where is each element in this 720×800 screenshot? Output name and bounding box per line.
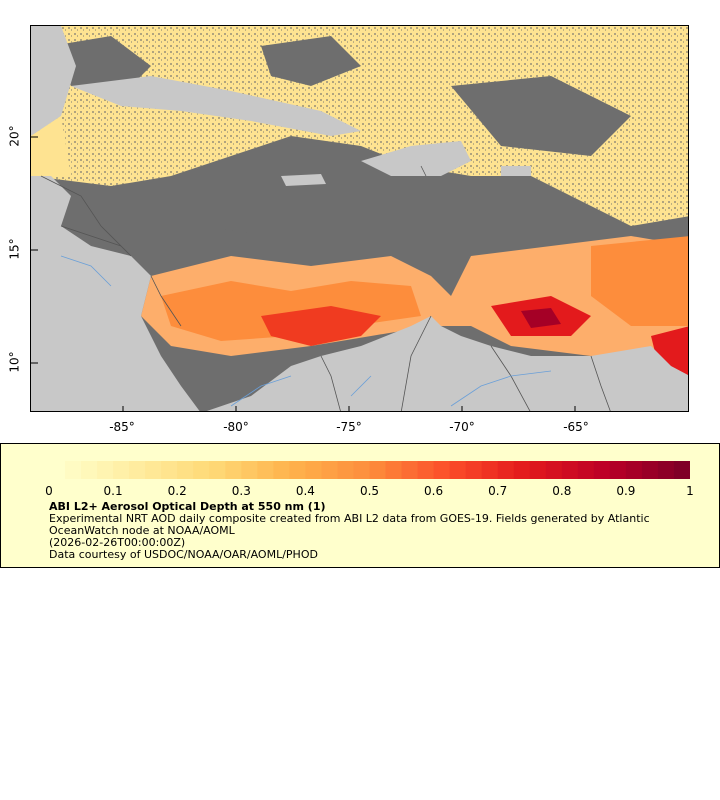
lon-gridticks [122, 406, 576, 411]
lon-tick-label: -80° [223, 420, 249, 434]
colorbar-tick-label: 0.7 [488, 484, 508, 498]
lon-tick-label: -75° [336, 420, 362, 434]
colorbar-segment [225, 461, 242, 479]
cloud-gap-4 [391, 176, 491, 266]
colorbar-segment [641, 461, 659, 479]
colorbar-segment [449, 461, 467, 479]
colorbar-segment [497, 461, 515, 479]
colorbar-segment [513, 461, 531, 479]
colorbar [49, 461, 690, 479]
land-hispaniola [361, 141, 471, 176]
colorbar-segment [273, 461, 290, 479]
colorbar-segment [657, 461, 675, 479]
colorbar-segment [529, 461, 547, 479]
legend-title: ABI L2+ Aerosol Optical Depth at 550 nm … [49, 500, 326, 513]
land-puerto-rico [501, 166, 531, 176]
legend-text: ABI L2+ Aerosol Optical Depth at 550 nm … [49, 501, 689, 561]
cloud-gap-3 [451, 76, 631, 156]
colorbar-segment [369, 461, 387, 479]
colorbar-segment [385, 461, 403, 479]
lon-tick-label: -70° [449, 420, 475, 434]
land-yucatan [31, 26, 76, 136]
land-cuba [71, 76, 361, 136]
land-south-america [206, 316, 688, 411]
lon-tick-label: -65° [563, 420, 589, 434]
aod-map [30, 25, 689, 412]
land-jamaica [281, 174, 326, 186]
land-central-america [31, 176, 200, 411]
map-canvas [31, 26, 688, 411]
colorbar-tick-label: 0.8 [552, 484, 572, 498]
colorbar-tick-label: 0.1 [103, 484, 123, 498]
lat-gridticks [31, 136, 38, 364]
colorbar-segment [337, 461, 354, 479]
colorbar-segment [177, 461, 194, 479]
aod-high-3 [521, 308, 561, 328]
colorbar-segment [577, 461, 595, 479]
colorbar-segment [561, 461, 579, 479]
lat-tick-label: 20° [7, 125, 22, 147]
aod-medium-west [161, 281, 421, 341]
aod-high-1 [261, 306, 381, 346]
colorbar-segment [593, 461, 611, 479]
colorbar-segment [673, 461, 690, 479]
colorbar-segment [305, 461, 322, 479]
legend-description: Experimental NRT AOD daily composite cre… [49, 512, 650, 537]
rivers [60, 255, 552, 407]
colorbar-segment [97, 461, 114, 479]
colorbar-tick-label: 0.2 [167, 484, 187, 498]
lat-tick-label: 10° [7, 351, 22, 373]
colorbar-segment [113, 461, 130, 479]
colorbar-segment [465, 461, 483, 479]
colorbar-segment [161, 461, 178, 479]
colorbar-segment [353, 461, 370, 479]
legend-credit: Data courtesy of USDOC/NOAA/OAR/AOML/PHO… [49, 548, 318, 561]
colorbar-segment [321, 461, 338, 479]
country-borders [40, 165, 611, 411]
colorbar-tick-label: 0.5 [359, 484, 380, 498]
colorbar-tick-label: 0.9 [616, 484, 636, 498]
colorbar-tick-label: 0 [45, 484, 53, 498]
colorbar-segment [49, 461, 66, 479]
colorbar-tick-label: 0.6 [424, 484, 444, 498]
colorbar-segment [257, 461, 274, 479]
cloud-gap-2 [261, 36, 361, 86]
colorbar-segment [417, 461, 435, 479]
colorbar-segment [209, 461, 226, 479]
colorbar-segment [625, 461, 643, 479]
cloud-gap-5 [191, 186, 331, 236]
lon-tick-label: -85° [109, 420, 135, 434]
colorbar-segment [145, 461, 162, 479]
colorbar-segment [193, 461, 210, 479]
lat-tick-label: 15° [7, 238, 22, 260]
colorbar-segment [401, 461, 419, 479]
colorbar-segment [81, 461, 98, 479]
colorbar-tick-label: 1 [686, 484, 694, 498]
legend-panel: 0 0.1 0.2 0.3 0.4 0.5 0.6 0.7 0.8 0.9 1 ABI L2+ Ae… [0, 443, 720, 568]
colorbar-segment [289, 461, 306, 479]
colorbar-segment [481, 461, 499, 479]
colorbar-segment [433, 461, 451, 479]
legend-date: (2026-02-26T00:00:00Z) [49, 536, 186, 549]
colorbar-tick-label: 0.4 [295, 484, 315, 498]
colorbar-tick-label: 0.3 [231, 484, 251, 498]
colorbar-segment [609, 461, 627, 479]
land-yucatan-haze [31, 116, 71, 176]
colorbar-segment [65, 461, 82, 479]
colorbar-segment [129, 461, 146, 479]
colorbar-segment [545, 461, 563, 479]
colorbar-segment [241, 461, 258, 479]
aod-medium-east [591, 236, 688, 326]
